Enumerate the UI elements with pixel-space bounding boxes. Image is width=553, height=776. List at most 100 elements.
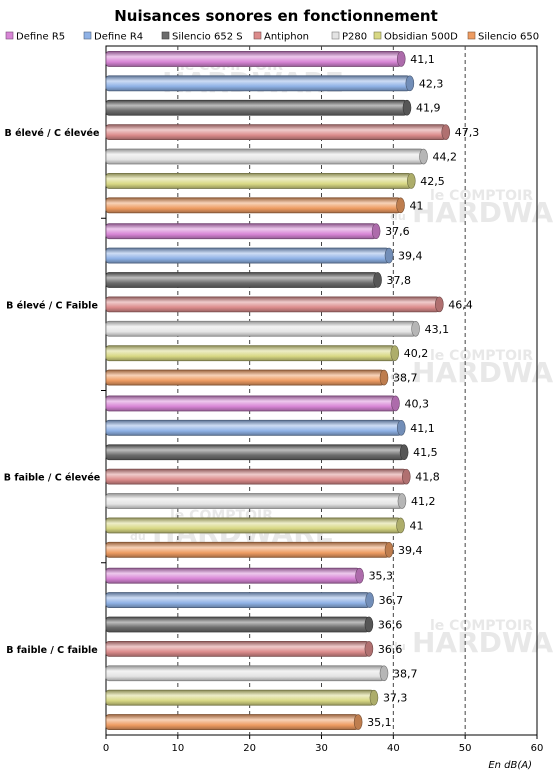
bar-silencio-652-s-b-faible-c-faible — [105, 616, 370, 633]
bar-silencio-652-s-b-eleve-c-faible — [105, 272, 378, 288]
bar-define-r4-b-faible-c-elevee — [105, 419, 402, 436]
bar-cap — [419, 148, 428, 165]
plot-area: 0 10 20 30 40 50 60 En dB(A) B élevé / C élevée B… — [4, 45, 544, 771]
data-label: 40,2 — [404, 347, 429, 360]
legend-item-silencio-652-s: Silencio 652 S — [161, 31, 243, 43]
bar-cap — [411, 320, 420, 337]
legend-swatch — [253, 31, 262, 40]
watermark-text: le COMPTOIR — [430, 188, 533, 204]
bar-p280-b-faible-c-faible — [105, 665, 385, 682]
x-axis-unit-label: En dB(A) — [488, 760, 532, 771]
bar-cap — [355, 567, 364, 584]
bar-cap — [399, 444, 409, 461]
bar-cap — [353, 714, 363, 730]
watermark-text: le COMPTOIR — [430, 618, 533, 634]
bar-cap — [405, 75, 415, 92]
bar-define-r5-b-eleve-c-elevee — [105, 51, 402, 67]
chart-title: Nuisances sonores en fonctionnement — [114, 7, 438, 25]
data-label: 41,1 — [410, 53, 435, 66]
bar-antiphon-b-eleve-c-elevee — [105, 124, 447, 141]
bar-cap — [391, 395, 400, 412]
bar-cap — [397, 493, 407, 509]
watermark-text: HARDWARE — [412, 356, 553, 389]
legend-swatch — [331, 31, 340, 40]
bar-cap — [406, 173, 416, 189]
legend: Define R5 Define R4 Silencio 652 S Antiphon… — [5, 31, 539, 43]
legend-swatch — [373, 31, 382, 40]
legend-label: Antiphon — [264, 32, 309, 43]
data-label: 47,3 — [455, 126, 480, 139]
bar-cap — [435, 296, 444, 313]
bar-cap — [401, 468, 411, 485]
data-label: 36,6 — [378, 618, 403, 631]
bar-obsidian-500d-b-eleve-c-faible — [105, 345, 396, 362]
data-label: 46,4 — [448, 298, 473, 311]
bar-silencio-650-b-faible-c-elevee — [105, 541, 390, 558]
category-label-b-faible-c-faible: B faible / C faible — [6, 645, 98, 656]
bar-obsidian-500d-b-eleve-c-elevee — [105, 173, 412, 189]
x-tick-label: 40 — [387, 743, 400, 754]
data-label: 36,7 — [379, 594, 404, 607]
data-label: 37,8 — [387, 274, 412, 287]
bar-define-r5-b-faible-c-faible — [105, 567, 360, 584]
data-label: 41 — [410, 519, 424, 532]
data-label: 38,7 — [393, 667, 418, 680]
legend-label: Define R5 — [16, 32, 65, 43]
legend-swatch — [161, 31, 170, 40]
legend-label: P280 — [342, 32, 367, 43]
data-label: 41,9 — [416, 102, 441, 115]
x-tick-label: 50 — [459, 743, 472, 754]
bar-cap — [371, 223, 381, 239]
bar-silencio-652-s-b-faible-c-elevee — [105, 444, 405, 461]
bar-antiphon-b-faible-c-elevee — [105, 468, 407, 485]
data-label: 41,5 — [413, 446, 438, 459]
data-label: 37,6 — [385, 225, 410, 238]
bar-silencio-650-b-faible-c-faible — [105, 714, 359, 730]
bar-silencio-650-b-eleve-c-elevee — [105, 197, 401, 214]
bar-cap — [390, 345, 400, 361]
bar-antiphon-b-faible-c-faible — [105, 640, 370, 657]
data-label: 40,3 — [404, 397, 429, 410]
bar-silencio-650-b-eleve-c-faible — [105, 369, 385, 386]
bar-define-r4-b-faible-c-faible — [105, 592, 371, 608]
watermark-text: HARDWARE — [412, 196, 553, 229]
legend-item-antiphon: Antiphon — [253, 31, 309, 43]
legend-label: Silencio 650 — [478, 32, 539, 43]
x-tick-label: 30 — [315, 743, 328, 754]
bar-obsidian-500d-b-faible-c-elevee — [105, 517, 401, 534]
bar-obsidian-500d-b-faible-c-faible — [105, 689, 375, 706]
bar-antiphon-b-eleve-c-faible — [105, 296, 440, 313]
legend-item-silencio-650: Silencio 650 — [467, 32, 539, 43]
legend-item-obsidian-500d: Obsidian 500D — [373, 31, 458, 43]
bar-p280-b-eleve-c-elevee — [105, 148, 424, 165]
data-label: 44,2 — [433, 151, 458, 164]
bar-cap — [396, 420, 406, 436]
watermark-logo: le COMPTOIR du HARDWARE — [390, 618, 553, 659]
bar-p280-b-faible-c-elevee — [105, 493, 403, 509]
bar-cap — [402, 99, 412, 116]
data-label: 39,4 — [398, 544, 423, 557]
bar-cap — [373, 272, 382, 288]
watermark-logo: le COMPTOIR du HARDWARE — [390, 188, 553, 229]
watermark-text: du — [390, 640, 406, 653]
data-label: 36,6 — [378, 643, 403, 656]
bar-cap — [365, 592, 374, 608]
x-tick-label: 0 — [103, 743, 109, 754]
bar-cap — [396, 197, 405, 214]
bar-cap — [384, 247, 394, 264]
bar-cap — [441, 124, 451, 140]
legend-item-define-r4: Define R4 — [83, 32, 143, 43]
bar-cap — [396, 51, 406, 67]
watermark-text: du — [390, 210, 406, 223]
bar-define-r4-b-eleve-c-elevee — [105, 75, 411, 92]
legend-label: Define R4 — [94, 32, 143, 43]
legend-item-p280: P280 — [331, 31, 367, 43]
data-label: 37,3 — [383, 692, 408, 705]
x-tick-label: 60 — [531, 743, 544, 754]
bar-cap — [379, 369, 389, 386]
bar-cap — [384, 542, 394, 558]
legend-item-define-r5: Define R5 — [5, 32, 65, 43]
data-label: 42,3 — [419, 77, 444, 90]
